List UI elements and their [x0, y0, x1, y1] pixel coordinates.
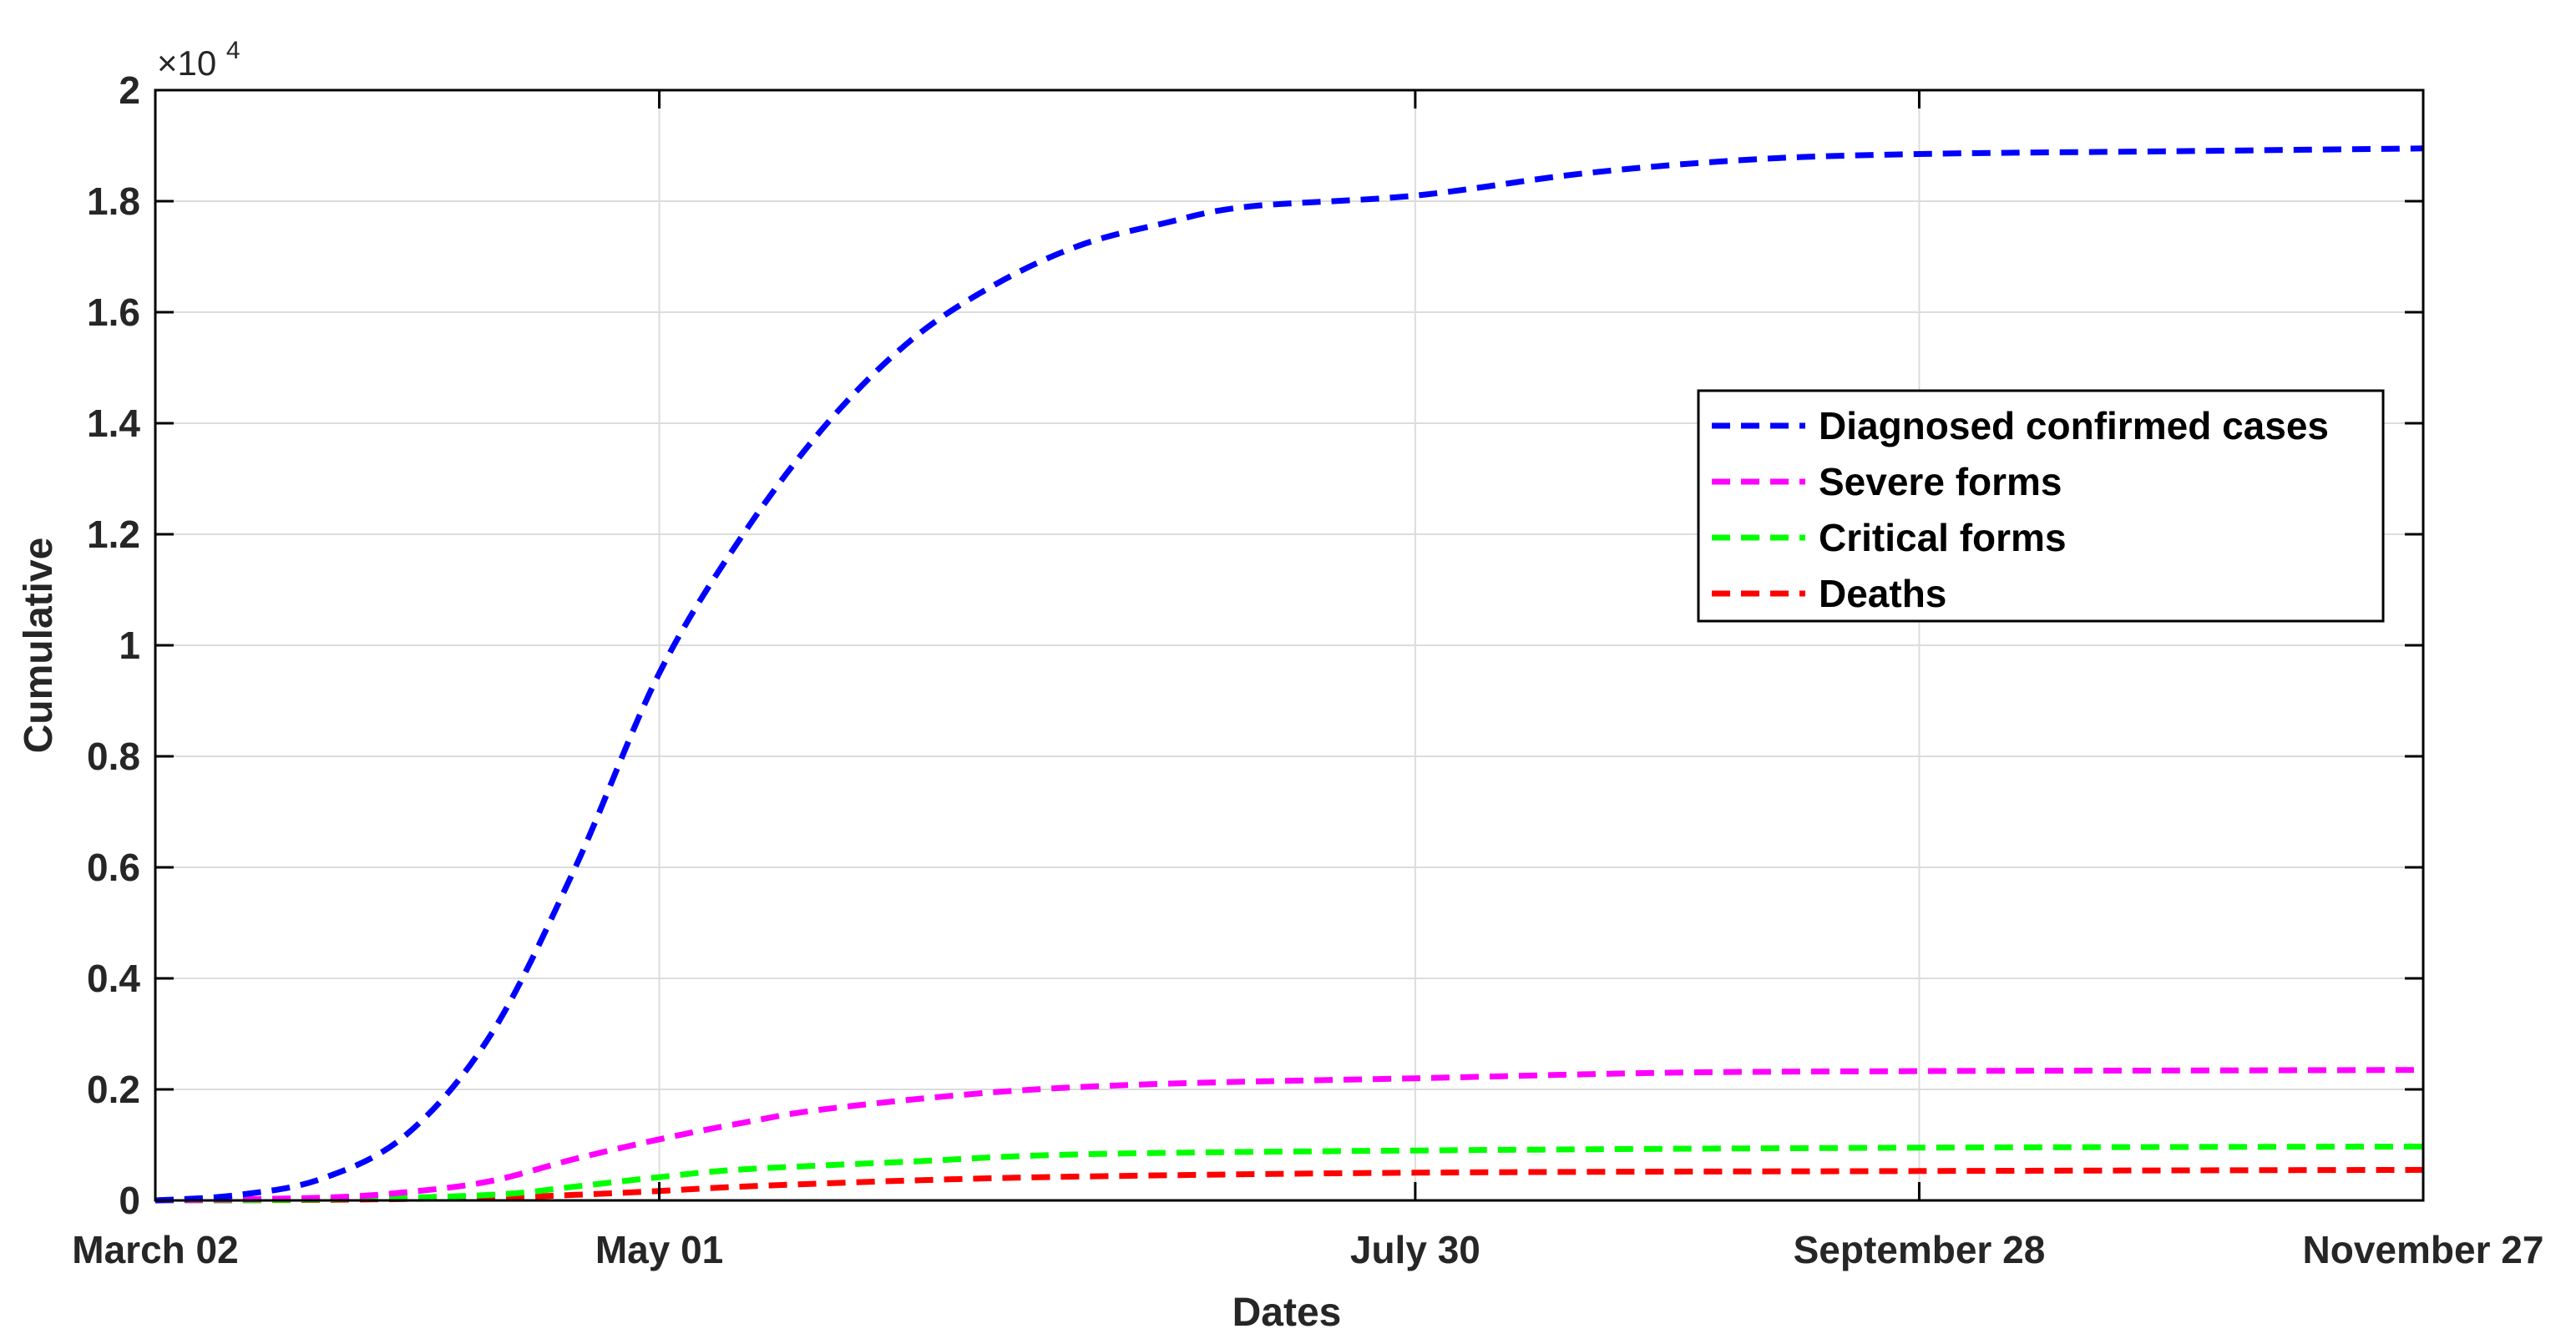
legend-label-critical-forms: Critical forms: [1819, 516, 2067, 559]
y-tick-label: 1.8: [87, 179, 140, 223]
series-line-critical-forms: [154, 1144, 2424, 1204]
x-axis-title: Dates: [1232, 1291, 1342, 1335]
legend-box: [1697, 389, 2385, 623]
legend: Diagnosed confirmed cases Severe forms Cri…: [1697, 389, 2385, 623]
y-tick-label: 0.4: [87, 957, 140, 1000]
y-tick-label: 1: [119, 624, 140, 667]
y-exponent-label: ×10 4: [157, 37, 240, 83]
y-tick-label: 1.4: [87, 402, 140, 445]
y-exponent-prefix: ×10: [157, 43, 216, 83]
x-tick-label: September 28: [1794, 1228, 2046, 1271]
series-line-severe-forms: [154, 1067, 2424, 1204]
series-line-deaths: [154, 1166, 2424, 1204]
y-tick-label: 1.6: [87, 291, 140, 334]
y-axis-title: Cumulative: [17, 538, 61, 754]
y-tick-label: 0.2: [87, 1068, 140, 1111]
x-tick-label: May 01: [595, 1228, 723, 1271]
legend-label-diagnosed-confirmed-cases: Diagnosed confirmed cases: [1819, 404, 2329, 447]
y-tick-label: 0.6: [87, 846, 140, 889]
x-tick-label: November 27: [2303, 1228, 2544, 1271]
x-tick-label: July 30: [1350, 1228, 1480, 1271]
x-tick-labels: March 02 May 01 July 30 September 28 Novembe…: [72, 1228, 2543, 1271]
series-line-diagnosed-confirmed-cases: [154, 145, 2424, 1204]
x-tick-label: March 02: [72, 1228, 238, 1271]
y-tick-label: 1.2: [87, 513, 140, 556]
legend-label-deaths: Deaths: [1819, 572, 1946, 615]
y-tick-label: 2: [119, 68, 140, 112]
y-tick-label: 0: [119, 1179, 140, 1222]
axis-ticks: [154, 88, 2425, 1202]
legend-label-severe-forms: Severe forms: [1819, 460, 2062, 503]
legend-items: Diagnosed confirmed cases Severe forms Cri…: [1712, 404, 2329, 615]
y-tick-labels: 0 0.2 0.4 0.6 0.8 1 1.2 1.4 1.6 1.8 2: [87, 68, 140, 1222]
y-tick-label: 0.8: [87, 735, 140, 778]
y-exponent-power: 4: [226, 37, 240, 64]
series-layer: [154, 145, 2424, 1204]
